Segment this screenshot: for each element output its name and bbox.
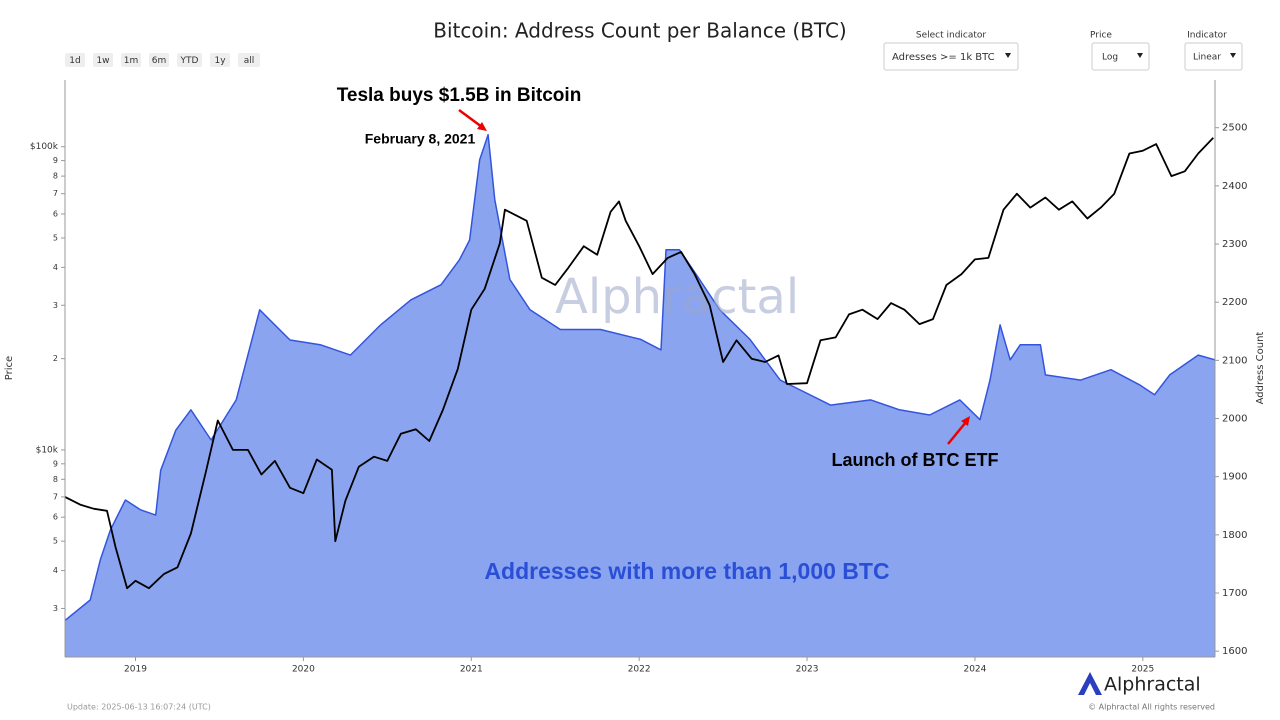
annotation-arrow (458, 108, 483, 129)
range-button[interactable] (177, 53, 202, 67)
y-tick-label: 7 (53, 189, 58, 198)
x-tick-label: 2019 (124, 665, 147, 675)
range-button-label: all (244, 56, 255, 66)
x-tick-label: 2024 (963, 665, 986, 675)
range-button[interactable] (149, 53, 169, 67)
y-tick-label: 9 (53, 459, 58, 468)
range-button-label: YTD (180, 56, 199, 66)
range-button-label: 6m (152, 56, 167, 66)
y-tick-label: 4 (53, 566, 58, 575)
annotation-arrowhead (961, 416, 970, 426)
range-button[interactable] (238, 53, 260, 67)
y-tick-label: 8 (53, 172, 58, 181)
range-button-label: 1w (96, 56, 109, 66)
y2-tick-label: 2200 (1222, 297, 1247, 308)
y-tick-label: 5 (53, 537, 58, 546)
dropdown-label: Price (1090, 31, 1112, 41)
dropdown-box[interactable] (883, 42, 1019, 71)
dropdown-label: Select indicator (916, 31, 987, 41)
chart-title: Bitcoin: Address Count per Balance (BTC) (433, 19, 846, 43)
x-tick-label: 2025 (1131, 665, 1154, 675)
dropdown-box[interactable] (1184, 42, 1243, 71)
x-tick-label: 2021 (460, 665, 483, 675)
y-tick-label: 2 (53, 354, 58, 363)
range-button-label: 1m (124, 56, 139, 66)
y-tick-label: 6 (53, 513, 58, 522)
y2-tick-label: 2400 (1222, 181, 1247, 192)
y2-tick-label: 2300 (1222, 239, 1247, 250)
plot: 3 4 5 6 7 8 9 $10k 2 3 4 5 6 7 8 9 $100k 1600 1700 1800 1900… (4, 80, 1266, 675)
y-tick-label: 5 (53, 234, 58, 243)
y-tick-label: $10k (36, 445, 59, 455)
dropdown-caret (1230, 53, 1236, 58)
y2-tick-label: 1600 (1222, 646, 1247, 657)
update-time: Update: 2025-06-13 16:07:24 (UTC) (67, 703, 211, 712)
y-axis-title: Price (4, 356, 15, 380)
y-tick-label: 9 (53, 156, 58, 165)
area-fill (65, 134, 1215, 657)
dropdown-value: Adresses >= 1k BTC (892, 52, 995, 63)
y2-tick-label: 1700 (1222, 588, 1247, 599)
x-tick-label: 2022 (628, 665, 651, 675)
annotation: Addresses with more than 1,000 BTC (484, 558, 889, 584)
y-tick-label: $100k (30, 142, 59, 152)
range-buttons: 1d 1w 1m 6m YTD 1y all (65, 53, 260, 67)
y2-axis-title: Address Count (1255, 332, 1266, 405)
dropdown-label: Indicator (1187, 31, 1227, 41)
range-button[interactable] (121, 53, 141, 67)
dropdown-caret (1137, 53, 1143, 58)
y-tick-label: 6 (53, 209, 58, 218)
area-line (64, 133, 1216, 621)
x-tick-label: 2020 (292, 665, 315, 675)
x-tick-label: 2023 (796, 665, 819, 675)
annotation-arrow (947, 421, 967, 445)
y2-tick-label: 2500 (1222, 123, 1247, 134)
annotation-arrowhead (477, 122, 487, 131)
range-button-label: 1y (214, 56, 226, 66)
y-tick-label: 3 (53, 301, 58, 310)
price-line (64, 137, 1214, 590)
annotation: February 8, 2021 (365, 131, 476, 147)
dropdown-value: Linear (1193, 53, 1221, 63)
dropdown-box[interactable] (1091, 42, 1150, 71)
y2-tick-label: 1900 (1222, 472, 1247, 483)
logo-text: Alphractal (1104, 674, 1201, 696)
dropdown-value: Log (1102, 53, 1118, 63)
y-tick-label: 3 (53, 604, 58, 613)
range-button[interactable] (93, 53, 113, 67)
range-button-label: 1d (69, 56, 80, 66)
y-tick-label: 8 (53, 475, 58, 484)
dropdown-caret (1005, 53, 1011, 58)
indicator-scale-select[interactable]: Indicator Linear (1184, 31, 1243, 71)
watermark: Alphractal (555, 269, 799, 325)
y-tick-label: 4 (53, 263, 58, 272)
annotation: Tesla buys $1.5B in Bitcoin (337, 85, 582, 106)
copyright: © Alphractal All rights reserved (1088, 703, 1215, 712)
indicator-select[interactable]: Select indicator Adresses >= 1k BTC (883, 31, 1019, 71)
y2-tick-label: 1800 (1222, 530, 1247, 541)
y2-tick-label: 2000 (1222, 414, 1247, 425)
range-button[interactable] (210, 53, 230, 67)
price-select[interactable]: Price Log (1090, 31, 1150, 71)
annotation: Launch of BTC ETF (832, 450, 999, 470)
y-tick-label: 7 (53, 492, 58, 501)
logo-icon (1078, 672, 1102, 695)
y2-tick-label: 2100 (1222, 355, 1247, 366)
range-button[interactable] (65, 53, 85, 67)
